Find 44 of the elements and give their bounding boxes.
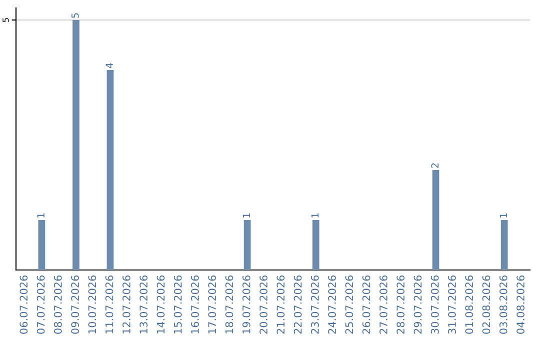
bar bbox=[38, 220, 46, 270]
x-tick-label: 09.07.2026 bbox=[71, 276, 79, 334]
x-tick-label: 01.08.2026 bbox=[465, 276, 474, 334]
data-label: 2 bbox=[431, 163, 438, 168]
x-tick-label: 21.07.2026 bbox=[276, 276, 285, 334]
x-tick-label: 10.07.2026 bbox=[88, 276, 96, 334]
bar bbox=[500, 220, 508, 270]
x-tick-label: 28.07.2026 bbox=[396, 276, 405, 334]
x-tick-label: 25.07.2026 bbox=[345, 276, 354, 334]
x-tick-label: 15.07.2026 bbox=[174, 276, 182, 334]
x-tick-label: 19.07.2026 bbox=[242, 276, 250, 334]
x-tick-label: 12.07.2026 bbox=[122, 276, 130, 334]
bar bbox=[244, 220, 251, 270]
x-tick-label: 29.07.2026 bbox=[414, 276, 422, 334]
bar bbox=[72, 20, 80, 270]
bar bbox=[106, 70, 114, 270]
data-label: 4 bbox=[106, 62, 113, 68]
x-tick-label: 08.07.2026 bbox=[54, 276, 62, 334]
x-tick-label: 16.07.2026 bbox=[191, 276, 199, 334]
x-tick-label: 11.07.2026 bbox=[105, 276, 114, 334]
data-label: 1 bbox=[500, 213, 507, 218]
bar bbox=[312, 220, 320, 270]
x-tick-label: 26.07.2026 bbox=[362, 276, 370, 334]
data-label: 1 bbox=[311, 213, 319, 218]
x-tick-label: 07.07.2026 bbox=[36, 276, 45, 334]
x-tick-label: 13.07.2026 bbox=[140, 276, 148, 334]
x-tick-label: 30.07.2026 bbox=[430, 276, 439, 334]
x-tick-label: 14.07.2026 bbox=[156, 276, 165, 334]
bar bbox=[432, 170, 440, 270]
x-tick-label: 24.07.2026 bbox=[328, 276, 336, 334]
data-label: 1 bbox=[37, 213, 44, 218]
data-label: 5 bbox=[72, 13, 79, 18]
x-tick-label: 06.07.2026 bbox=[20, 276, 28, 334]
x-tick-label: 18.07.2026 bbox=[225, 276, 234, 334]
x-tick-label: 03.08.2026 bbox=[499, 276, 508, 334]
x-tick-label: 22.07.2026 bbox=[294, 276, 302, 334]
x-tick-label: 17.07.2026 bbox=[208, 276, 216, 334]
x-tick-label: 20.07.2026 bbox=[260, 276, 268, 334]
x-tick-label: 23.07.2026 bbox=[310, 276, 319, 334]
x-tick-label: 02.08.2026 bbox=[482, 276, 490, 334]
x-tick-label: 04.08.2026 bbox=[516, 276, 524, 334]
data-label: 1 bbox=[242, 213, 250, 218]
x-tick-label: 31.07.2026 bbox=[448, 276, 456, 334]
x-tick-label: 27.07.2026 bbox=[380, 276, 388, 334]
